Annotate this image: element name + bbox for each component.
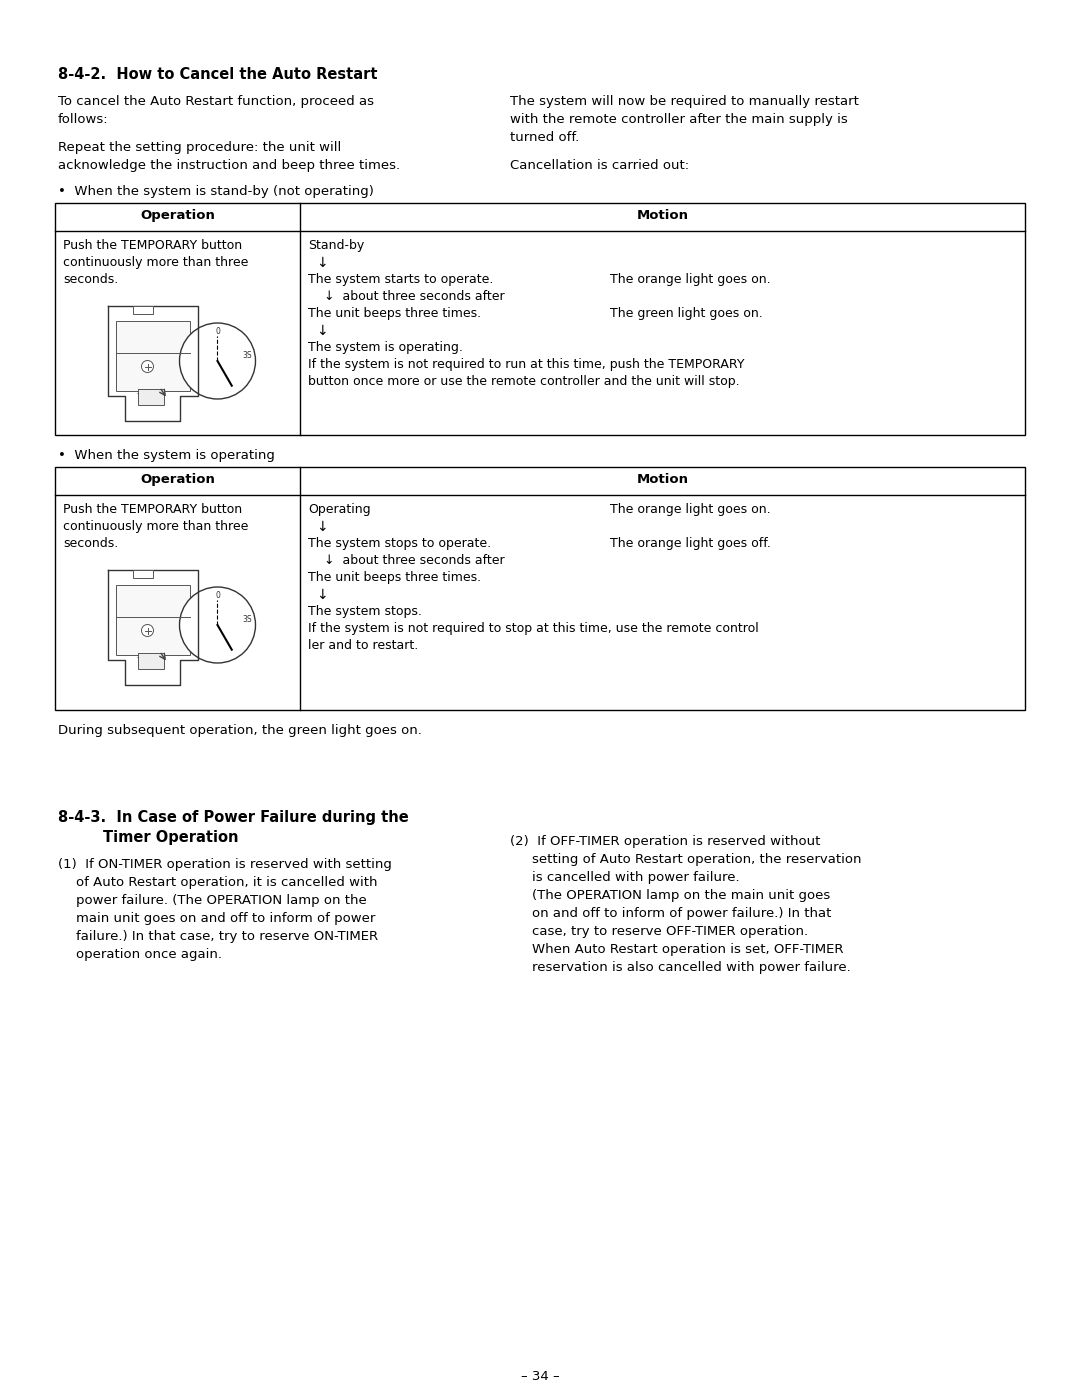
Text: The system is operating.: The system is operating. bbox=[308, 341, 463, 353]
Text: continuously more than three: continuously more than three bbox=[63, 256, 248, 270]
Bar bbox=[116, 321, 189, 391]
Text: The unit beeps three times.: The unit beeps three times. bbox=[308, 571, 481, 584]
Text: Operation: Operation bbox=[140, 474, 215, 486]
Text: The green light goes on.: The green light goes on. bbox=[610, 307, 762, 320]
Text: main unit goes on and off to inform of power: main unit goes on and off to inform of p… bbox=[76, 912, 376, 925]
Text: The orange light goes off.: The orange light goes off. bbox=[610, 536, 771, 550]
Text: Push the TEMPORARY button: Push the TEMPORARY button bbox=[63, 503, 242, 515]
Text: (1)  If ON-TIMER operation is reserved with setting: (1) If ON-TIMER operation is reserved wi… bbox=[58, 858, 392, 870]
Text: on and off to inform of power failure.) In that: on and off to inform of power failure.) … bbox=[532, 907, 832, 921]
Text: setting of Auto Restart operation, the reservation: setting of Auto Restart operation, the r… bbox=[532, 854, 862, 866]
Text: 3S: 3S bbox=[243, 615, 253, 623]
Bar bbox=[116, 585, 189, 655]
Text: ↓: ↓ bbox=[316, 588, 327, 602]
Text: If the system is not required to stop at this time, use the remote control: If the system is not required to stop at… bbox=[308, 622, 759, 636]
Text: reservation is also cancelled with power failure.: reservation is also cancelled with power… bbox=[532, 961, 851, 974]
Circle shape bbox=[179, 587, 256, 664]
Text: ↓  about three seconds after: ↓ about three seconds after bbox=[308, 291, 504, 303]
Text: The orange light goes on.: The orange light goes on. bbox=[610, 503, 771, 515]
Text: •  When the system is operating: • When the system is operating bbox=[58, 448, 275, 462]
Text: 8-4-3.  In Case of Power Failure during the: 8-4-3. In Case of Power Failure during t… bbox=[58, 810, 408, 826]
Text: power failure. (The OPERATION lamp on the: power failure. (The OPERATION lamp on th… bbox=[76, 894, 367, 907]
Text: 8-4-2.  How to Cancel the Auto Restart: 8-4-2. How to Cancel the Auto Restart bbox=[58, 67, 378, 82]
Text: Motion: Motion bbox=[636, 474, 689, 486]
Text: TEMPORARY: TEMPORARY bbox=[136, 393, 165, 398]
Bar bbox=[137, 388, 163, 405]
Text: The system starts to operate.: The system starts to operate. bbox=[308, 272, 494, 286]
Text: continuously more than three: continuously more than three bbox=[63, 520, 248, 534]
Text: Motion: Motion bbox=[636, 210, 689, 222]
Text: case, try to reserve OFF-TIMER operation.: case, try to reserve OFF-TIMER operation… bbox=[532, 925, 808, 937]
Text: 3S: 3S bbox=[243, 351, 253, 359]
Text: seconds.: seconds. bbox=[63, 272, 118, 286]
Text: ↓  about three seconds after: ↓ about three seconds after bbox=[308, 555, 504, 567]
Text: Operating: Operating bbox=[308, 503, 370, 515]
Text: turned off.: turned off. bbox=[510, 131, 579, 144]
Bar bbox=[133, 306, 152, 314]
Text: Stand-by: Stand-by bbox=[308, 239, 364, 251]
Circle shape bbox=[141, 624, 153, 637]
Bar bbox=[137, 652, 163, 669]
Text: failure.) In that case, try to reserve ON-TIMER: failure.) In that case, try to reserve O… bbox=[76, 930, 378, 943]
Text: is cancelled with power failure.: is cancelled with power failure. bbox=[532, 870, 740, 884]
Bar bbox=[55, 203, 1025, 434]
Text: The orange light goes on.: The orange light goes on. bbox=[610, 272, 771, 286]
Text: ↓: ↓ bbox=[316, 324, 327, 338]
Text: Timer Operation: Timer Operation bbox=[103, 830, 239, 845]
Text: Cancellation is carried out:: Cancellation is carried out: bbox=[510, 159, 689, 172]
Text: follows:: follows: bbox=[58, 113, 109, 126]
Circle shape bbox=[179, 323, 256, 400]
Text: •  When the system is stand-by (not operating): • When the system is stand-by (not opera… bbox=[58, 184, 374, 198]
Text: acknowledge the instruction and beep three times.: acknowledge the instruction and beep thr… bbox=[58, 159, 400, 172]
Text: seconds.: seconds. bbox=[63, 536, 118, 550]
Text: TEMPORARY: TEMPORARY bbox=[136, 657, 165, 662]
Text: The system stops to operate.: The system stops to operate. bbox=[308, 536, 491, 550]
Text: The system will now be required to manually restart: The system will now be required to manua… bbox=[510, 95, 859, 108]
Text: with the remote controller after the main supply is: with the remote controller after the mai… bbox=[510, 113, 848, 126]
Text: To cancel the Auto Restart function, proceed as: To cancel the Auto Restart function, pro… bbox=[58, 95, 374, 108]
Text: – 34 –: – 34 – bbox=[521, 1370, 559, 1383]
Text: ↓: ↓ bbox=[316, 520, 327, 534]
Text: The unit beeps three times.: The unit beeps three times. bbox=[308, 307, 481, 320]
Text: If the system is not required to run at this time, push the TEMPORARY: If the system is not required to run at … bbox=[308, 358, 744, 372]
Text: 0: 0 bbox=[215, 327, 220, 335]
Text: During subsequent operation, the green light goes on.: During subsequent operation, the green l… bbox=[58, 724, 422, 738]
Text: The system stops.: The system stops. bbox=[308, 605, 422, 617]
Text: Operation: Operation bbox=[140, 210, 215, 222]
Bar bbox=[133, 570, 152, 578]
Text: 0: 0 bbox=[215, 591, 220, 599]
Text: operation once again.: operation once again. bbox=[76, 949, 222, 961]
Text: Repeat the setting procedure: the unit will: Repeat the setting procedure: the unit w… bbox=[58, 141, 341, 154]
Text: Push the TEMPORARY button: Push the TEMPORARY button bbox=[63, 239, 242, 251]
Text: button once more or use the remote controller and the unit will stop.: button once more or use the remote contr… bbox=[308, 374, 740, 388]
Bar bbox=[55, 467, 1025, 710]
Text: (2)  If OFF-TIMER operation is reserved without: (2) If OFF-TIMER operation is reserved w… bbox=[510, 835, 821, 848]
Text: When Auto Restart operation is set, OFF-TIMER: When Auto Restart operation is set, OFF-… bbox=[532, 943, 843, 956]
Text: ↓: ↓ bbox=[316, 256, 327, 270]
Circle shape bbox=[141, 360, 153, 373]
Text: of Auto Restart operation, it is cancelled with: of Auto Restart operation, it is cancell… bbox=[76, 876, 378, 888]
Text: ler and to restart.: ler and to restart. bbox=[308, 638, 418, 652]
Text: (The OPERATION lamp on the main unit goes: (The OPERATION lamp on the main unit goe… bbox=[532, 888, 831, 902]
